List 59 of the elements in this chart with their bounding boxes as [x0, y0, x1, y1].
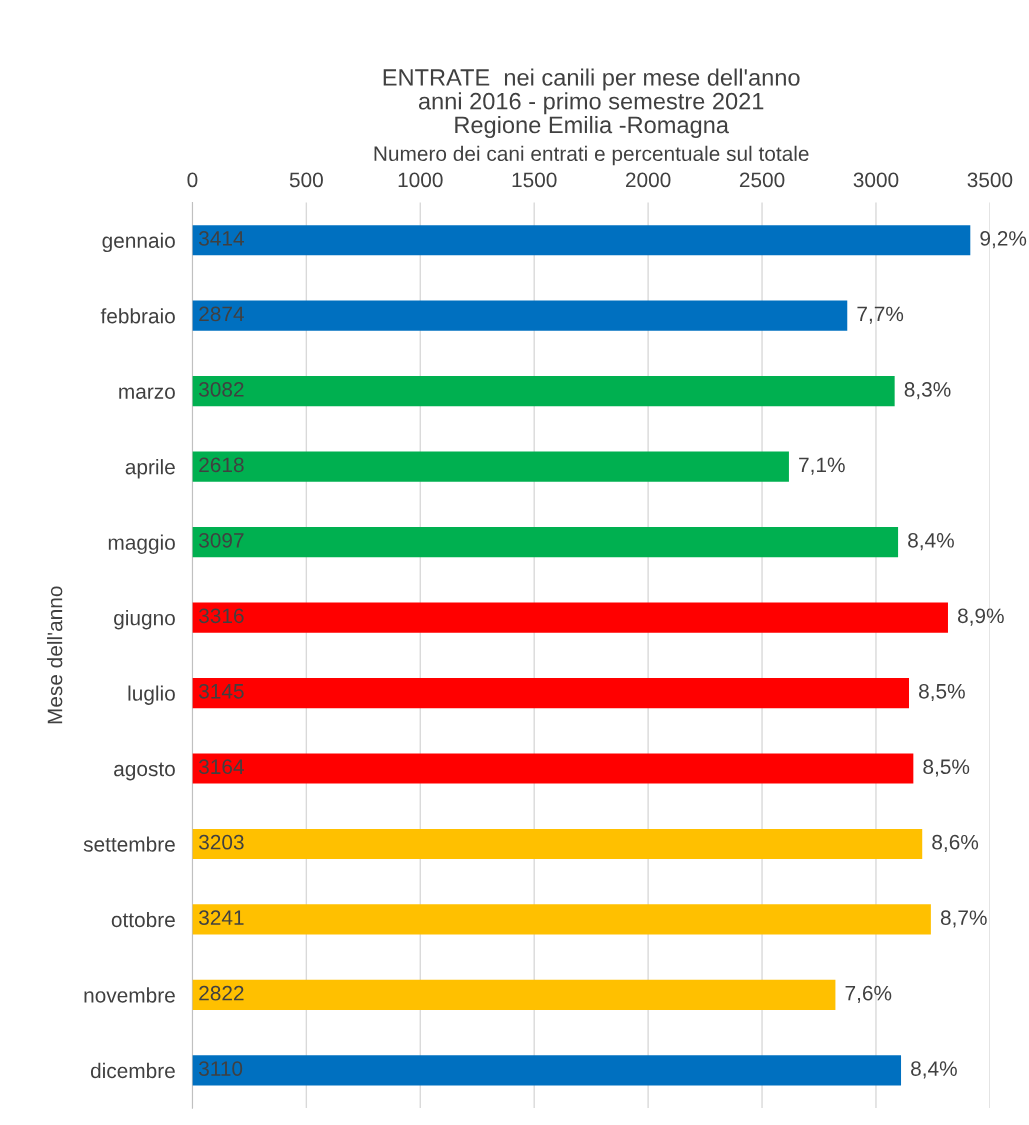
y-tick-label: febbraio	[100, 308, 175, 324]
bar	[192, 753, 914, 784]
x-tick-label: 500	[289, 172, 323, 188]
y-axis-title: Mese dell'anno	[47, 586, 63, 724]
data-label: 3414	[199, 231, 244, 246]
y-tick-label: luglio	[128, 685, 175, 705]
data-label: 3241	[199, 910, 244, 926]
data-label: 3316	[199, 608, 244, 624]
y-tick-label: novembre	[84, 987, 175, 1003]
bar	[192, 527, 899, 558]
annotation: 7,1%	[799, 457, 845, 475]
data-label: 2618	[199, 457, 244, 473]
y-tick-label: dicembre	[90, 1062, 175, 1079]
annotation: 8,6%	[932, 834, 979, 853]
y-tick-label: giugno	[114, 610, 175, 630]
chart-title: ENTRATE nei canili per mese dell'anno anni 2016 - primo semestre 2021 Regione Emilia -Romagna	[383, 68, 800, 138]
annotation: 7,6%	[845, 985, 892, 1003]
x-axis-title: Numero dei cani entrati e percentuale sul totale	[374, 145, 809, 166]
y-tick-label: agosto	[114, 762, 175, 781]
annotation: 8,7%	[940, 910, 987, 928]
y-tick-label: settembre	[83, 836, 175, 852]
bar	[192, 451, 789, 482]
bar	[192, 376, 895, 407]
bar	[192, 904, 931, 935]
data-label: 3164	[199, 759, 244, 775]
annotation: 7,7%	[857, 306, 904, 324]
bar	[192, 300, 848, 331]
annotation: 8,5%	[923, 759, 970, 777]
data-label: 2874	[199, 306, 244, 322]
y-tick-label: ottobre	[111, 911, 175, 928]
bar	[192, 1055, 902, 1086]
bar	[192, 979, 836, 1011]
data-label: 3082	[199, 382, 244, 397]
data-label: 3203	[199, 834, 244, 850]
data-label: 3145	[199, 683, 244, 699]
annotation: 8,4%	[911, 1061, 957, 1079]
bar	[192, 225, 971, 256]
x-tick-label: 2500	[739, 172, 785, 188]
data-label: 2822	[199, 985, 244, 1001]
annotation: 9,2%	[980, 231, 1027, 249]
annotation: 8,5%	[919, 683, 965, 702]
x-tick-label: 3500	[967, 172, 1013, 188]
y-tick-label: maggio	[108, 534, 175, 554]
y-tick-label: marzo	[119, 387, 175, 399]
bar	[192, 677, 910, 709]
x-tick-label: 1500	[512, 172, 557, 188]
annotation: 8,3%	[904, 382, 951, 400]
x-tick-label: 1000	[398, 172, 443, 188]
bar	[192, 602, 948, 633]
x-tick-label: 2000	[626, 172, 671, 188]
bar	[192, 828, 923, 860]
annotation: 8,4%	[908, 532, 954, 551]
data-label: 3110	[199, 1061, 243, 1076]
annotation: 8,9%	[957, 608, 1004, 626]
x-tick-label: 0	[187, 172, 198, 188]
y-tick-label: aprile	[125, 459, 175, 479]
y-tick-label: gennaio	[102, 232, 175, 253]
data-label: 3097	[199, 532, 244, 548]
x-tick-label: 3000	[853, 172, 899, 188]
